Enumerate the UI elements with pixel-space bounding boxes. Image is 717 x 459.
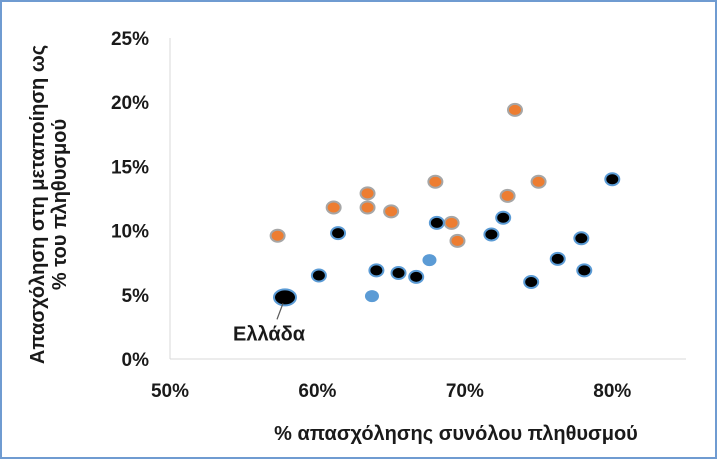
annotation-leader-line [276,303,284,320]
data-point-black [576,263,593,278]
data-point-black [483,227,500,242]
y-tick-label: 25% [111,29,149,50]
x-tick-label: 80% [593,381,631,402]
data-point-orange [269,228,286,243]
data-point-orange [325,200,342,215]
data-point-orange [359,200,376,215]
data-points [269,102,621,307]
data-point-orange [499,188,516,203]
data-point-blue [364,290,379,303]
annotation-greece: Ελλάδα [233,323,306,345]
y-tick-label: 20% [111,93,149,114]
y-tick-label: 10% [111,222,149,243]
data-point-orange [443,215,460,230]
data-point-black [390,265,407,280]
data-point-orange [359,186,376,201]
data-point-black [604,172,621,187]
data-point-orange [530,174,547,189]
x-tick-label: 50% [151,381,189,402]
x-axis-title: % απασχόλησης συνόλου πληθυσμού [274,423,638,445]
y-tick-label: 15% [111,157,149,178]
data-point-black [523,274,540,289]
y-axis-title-line-2: % του πληθυσμού [49,119,71,290]
data-point-greece [272,288,297,307]
data-point-blue [422,254,437,267]
data-point-orange [449,233,466,248]
y-tick-label: 5% [122,286,150,307]
data-point-orange [427,174,444,189]
x-tick-label: 70% [446,381,484,402]
y-tick-label: 0% [122,350,150,371]
y-axis-title-line-1: Απασχόληση στη μεταποίηση ως [27,45,49,364]
x-tick-label: 60% [298,381,336,402]
y-tick-labels: 0% 5% 10% 15% 20% 25% [111,29,149,371]
data-point-black [330,226,347,241]
data-point-black [408,269,425,284]
data-point-black [573,231,590,246]
data-point-black [310,268,327,283]
data-point-black [495,210,512,225]
data-point-orange [506,102,523,117]
data-point-black [428,215,445,230]
x-tick-labels: 50% 60% 70% 80% [151,381,631,402]
data-point-black [368,263,385,278]
y-axis-title: Απασχόληση στη μεταποίηση ως % του πληθυ… [27,45,71,364]
data-point-black [549,251,566,266]
data-point-orange [383,204,400,219]
